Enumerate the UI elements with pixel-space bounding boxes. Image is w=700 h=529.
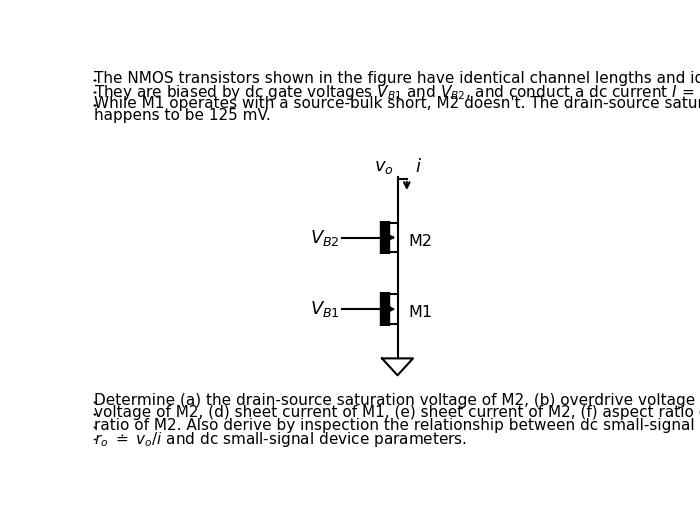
Text: They are biased by dc gate voltages $V_{B1}$ and $V_{B2}$, and conduct a dc curr: They are biased by dc gate voltages $V_{… — [94, 84, 700, 103]
Text: $v_o$: $v_o$ — [374, 158, 393, 176]
Text: The NMOS transistors shown in the figure have identical channel lengths and iden: The NMOS transistors shown in the figure… — [94, 71, 700, 86]
Text: $V_{B2}$: $V_{B2}$ — [309, 227, 339, 248]
Text: $i$: $i$ — [414, 158, 421, 176]
Text: While M1 operates with a source-bulk short, M2 doesn't. The drain-source saturat: While M1 operates with a source-bulk sho… — [94, 96, 700, 111]
Text: ratio of M2. Also derive by inspection the relationship between dc small-signal : ratio of M2. Also derive by inspection t… — [94, 418, 700, 433]
Text: M2: M2 — [408, 234, 433, 249]
Text: Determine (a) the drain-source saturation voltage of M2, (b) overdrive voltage o: Determine (a) the drain-source saturatio… — [94, 393, 700, 408]
Text: M1: M1 — [408, 305, 433, 321]
Text: $V_{B1}$: $V_{B1}$ — [309, 299, 339, 319]
Text: $r_o$ $\doteq$ $v_o$/$i$ and dc small-signal device parameters.: $r_o$ $\doteq$ $v_o$/$i$ and dc small-si… — [94, 430, 467, 449]
Text: voltage of M2, (d) sheet current of M1, (e) sheet current of M2, (f) aspect rati: voltage of M2, (d) sheet current of M1, … — [94, 405, 700, 421]
Text: happens to be 125 mV.: happens to be 125 mV. — [94, 108, 270, 123]
